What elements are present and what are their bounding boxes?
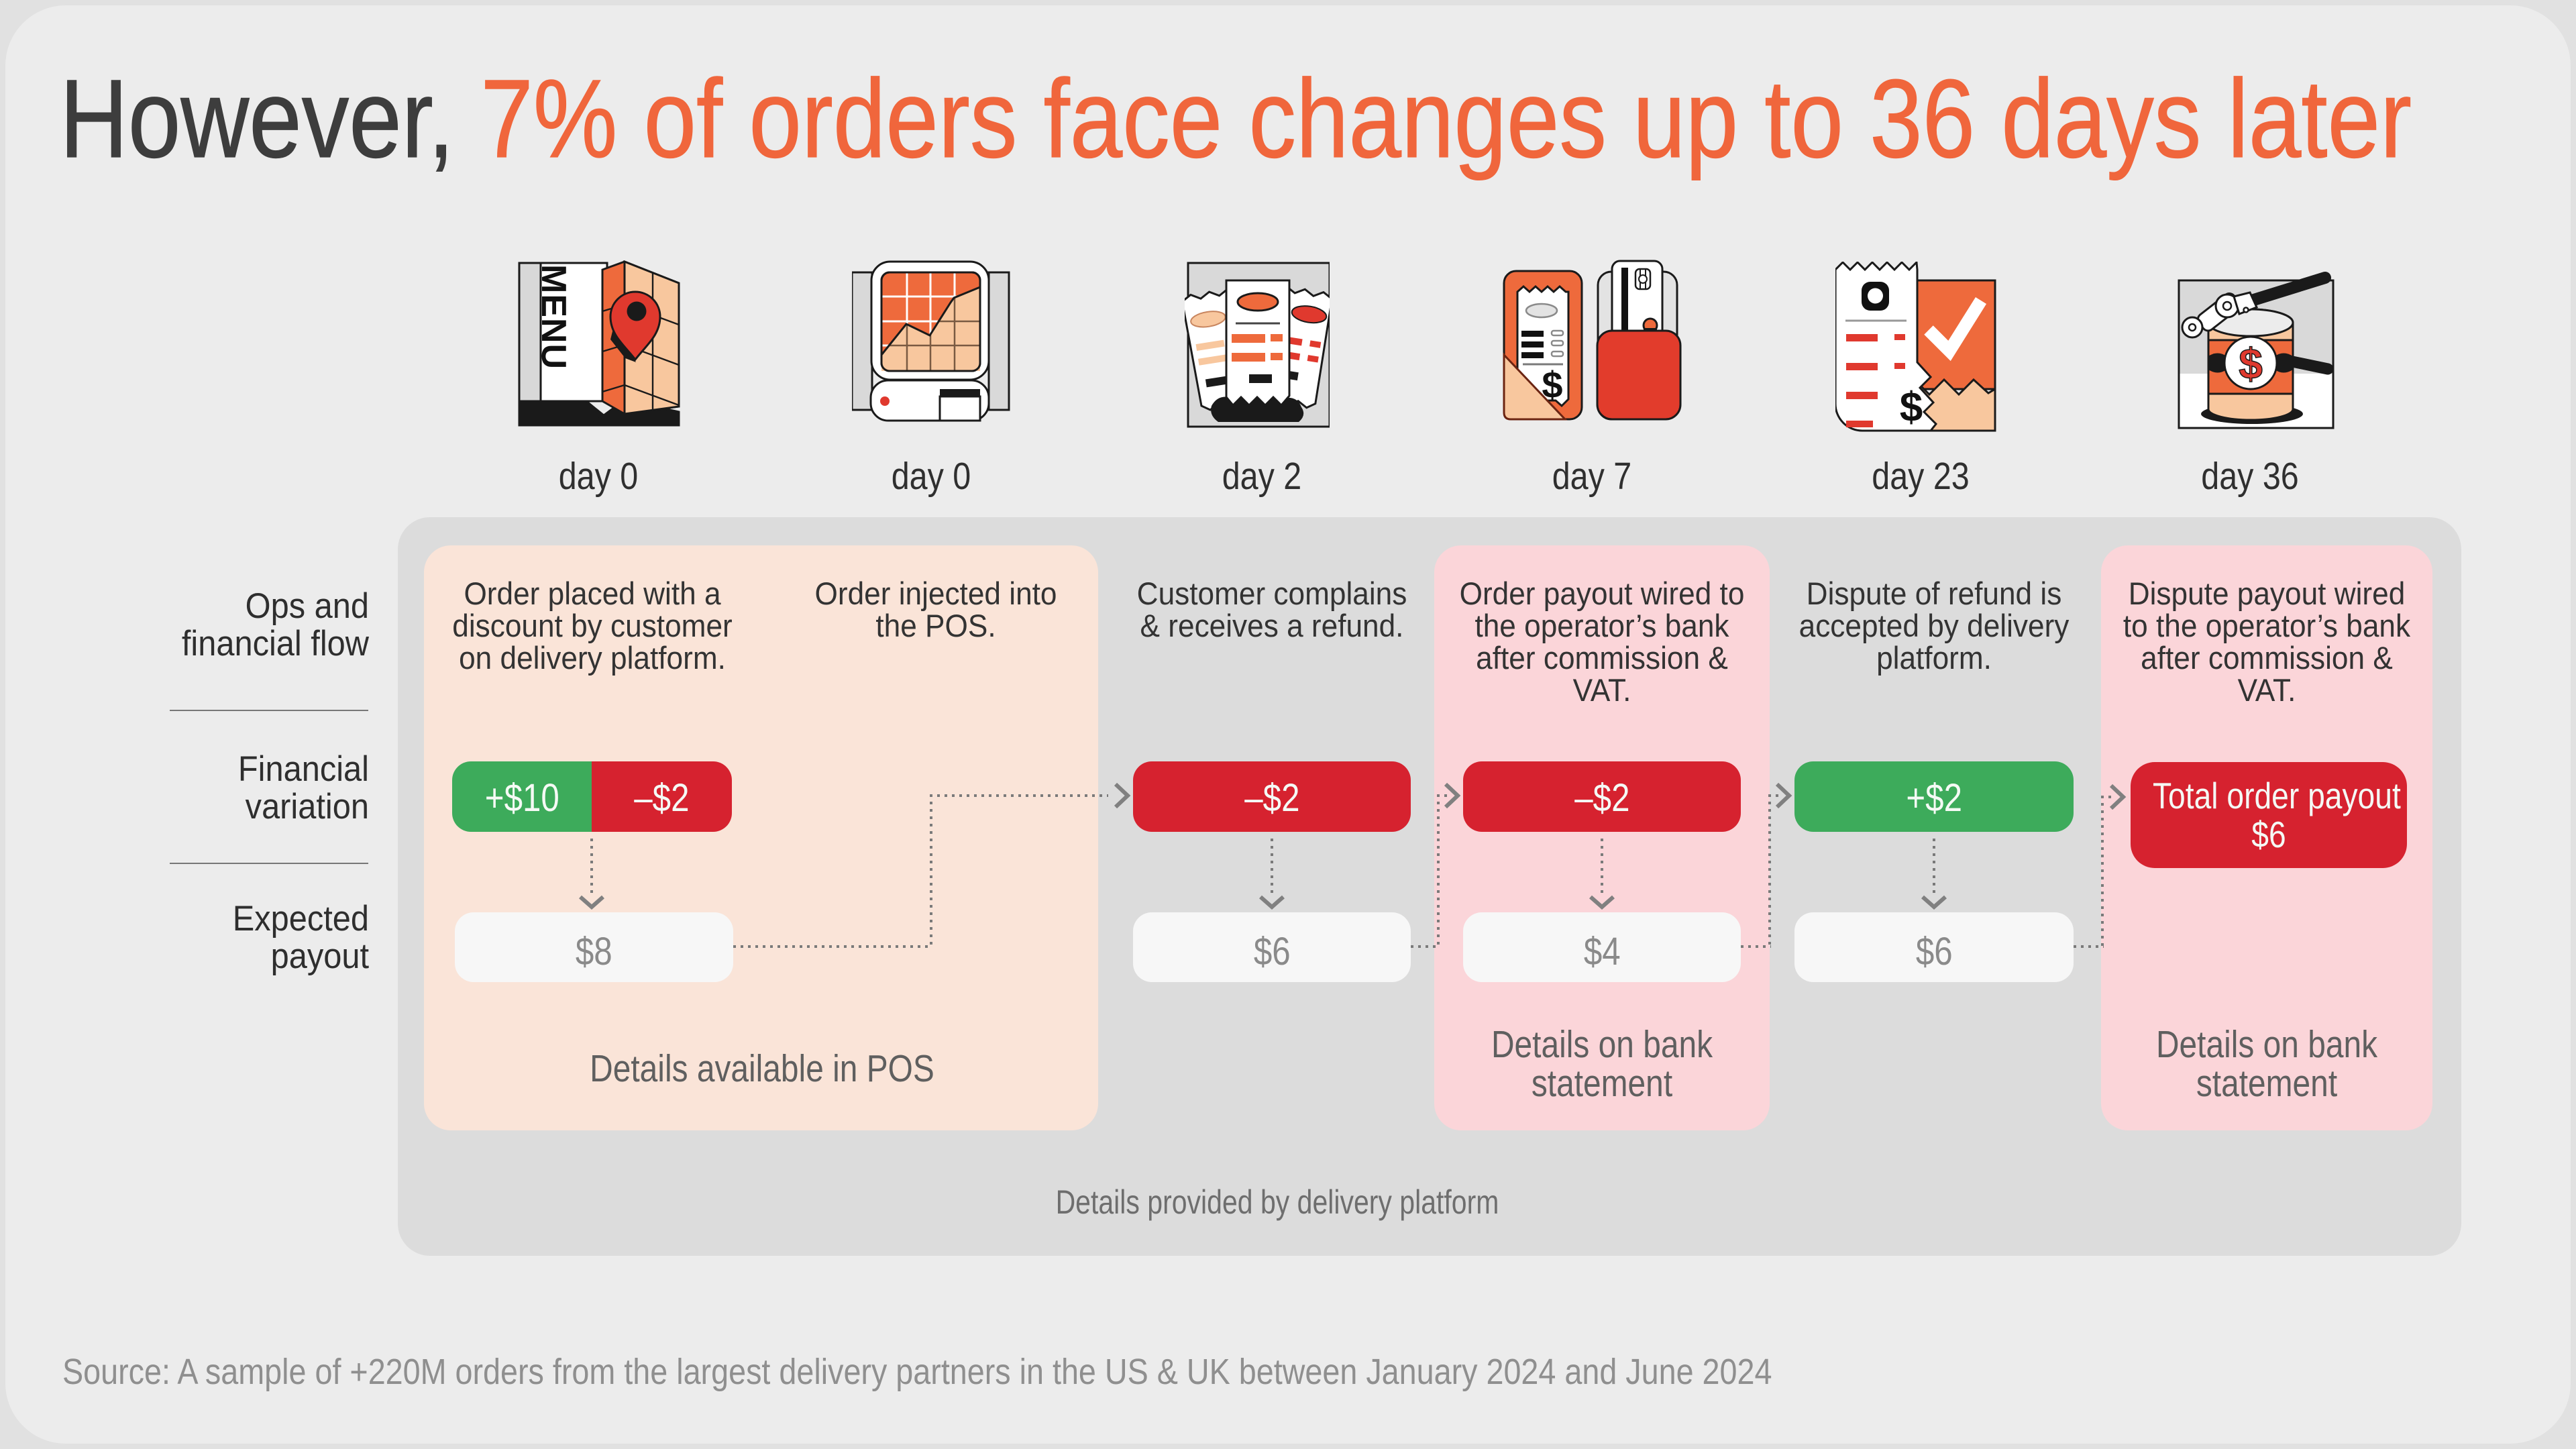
svg-text:$: $ xyxy=(2239,339,2263,388)
svg-text:MENU: MENU xyxy=(534,264,573,370)
svg-text:$: $ xyxy=(1900,384,1923,431)
